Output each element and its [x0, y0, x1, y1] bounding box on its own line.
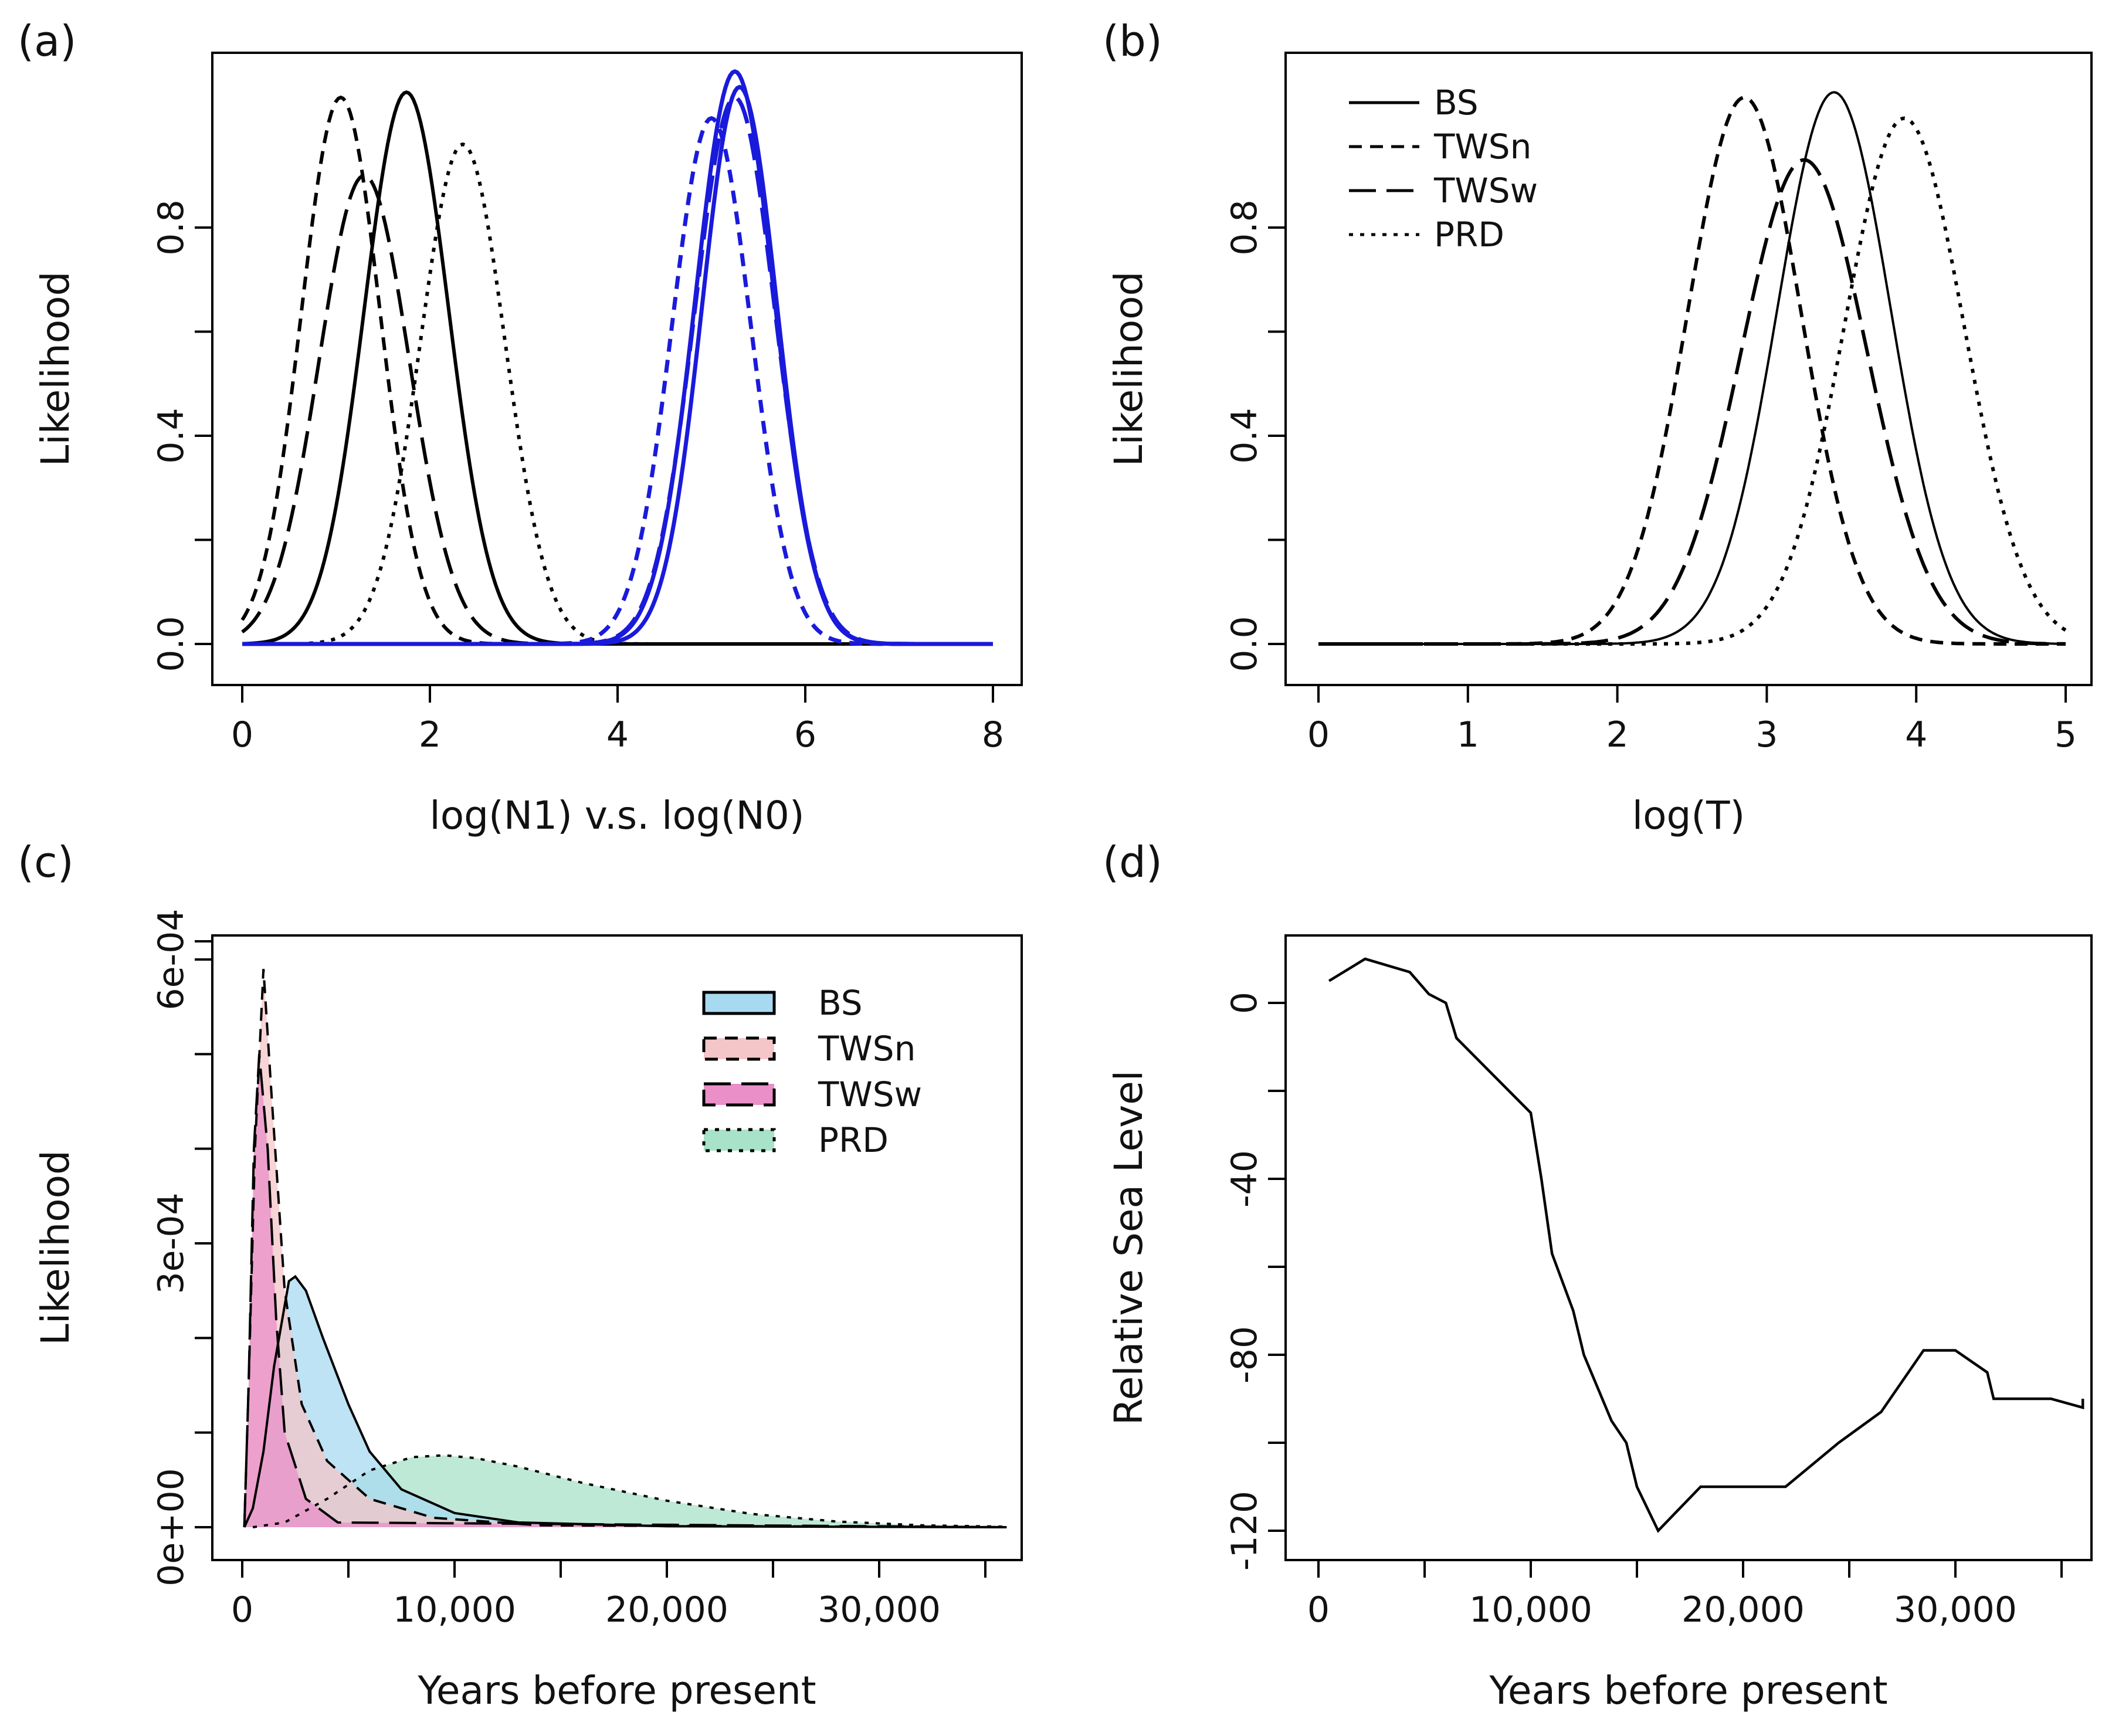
- x-tick-label: 10,000: [393, 1589, 516, 1630]
- line-twsn-n0: [242, 116, 993, 646]
- x-tick-label: 4: [1905, 714, 1927, 755]
- line-prd-n0: [242, 84, 993, 646]
- x-axis-label: Years before present: [417, 1668, 816, 1713]
- legend-label-twsw: TWSw: [1433, 171, 1538, 211]
- line-prd: [252, 1454, 1007, 1528]
- y-axis-label: Likelihood: [33, 272, 78, 467]
- line-bs: [243, 1274, 1007, 1528]
- panel-c: (c) 0 10,000 20,000 30,000 0e+00 3e-04 6e-04 Yea…: [18, 838, 1023, 1713]
- x-tick-label: 10,000: [1469, 1589, 1592, 1630]
- plot-area: [240, 69, 993, 646]
- legend-swatch-twsw: [702, 1082, 776, 1107]
- panel-tag: (c): [18, 838, 74, 887]
- x-tick-label: 30,000: [1894, 1589, 2017, 1630]
- legend-label-bs: BS: [818, 983, 863, 1023]
- plot-area: [1318, 91, 2067, 646]
- y-tick-label: 0.0: [1224, 616, 1265, 672]
- x-tick-label: 3: [1755, 714, 1778, 755]
- legend-label-twsn: TWSn: [1433, 127, 1531, 167]
- x-axis-label: log(T): [1632, 793, 1745, 838]
- legend-label-bs: BS: [1434, 83, 1479, 123]
- legend-swatch-twsn: [702, 1036, 776, 1061]
- plot-frame: [1284, 934, 2093, 1561]
- x-tick-label: 2: [419, 714, 441, 755]
- line-bs-n0: [242, 69, 993, 646]
- x-tick-label: 5: [2055, 714, 2077, 755]
- y-tick-label: -80: [1224, 1326, 1265, 1384]
- panel-b: (b) 0 1 2 3 4 5 0.0 0.4 0.8 log(T) Likelihood BSTWSn…: [1103, 16, 2093, 838]
- legend-swatch-prd: [702, 1128, 776, 1152]
- legend-label-prd: PRD: [1434, 215, 1504, 255]
- x-tick-label: 0: [1307, 714, 1330, 755]
- x-tick-label: 2: [1606, 714, 1629, 755]
- x-tick-label: 0: [1307, 1589, 1330, 1630]
- legend-label-twsw: TWSw: [818, 1074, 922, 1114]
- y-tick-label: 0e+00: [151, 1468, 192, 1586]
- y-tick-label: 0: [1224, 992, 1265, 1014]
- x-tick-label: 0: [231, 1589, 253, 1630]
- plot-area: [243, 968, 1007, 1528]
- plot-frame: [1284, 52, 2093, 686]
- x-tick-label: 4: [606, 714, 629, 755]
- y-tick-label: 0.4: [151, 408, 192, 463]
- line-twsw: [1318, 158, 2066, 646]
- legend-swatch-bs: [702, 991, 776, 1015]
- plot-frame: [211, 934, 1023, 1561]
- y-axis-label: Likelihood: [33, 1150, 78, 1345]
- panel-tag: (a): [18, 16, 76, 66]
- x-axis-label: log(N1) v.s. log(N0): [429, 793, 804, 838]
- panel-a: (a) 0 2 4 6 8 0.0 0.4 0.8 log(N1) v.s. log(N0) Lik…: [18, 16, 1023, 838]
- y-axis-label: Relative Sea Level: [1106, 1070, 1151, 1425]
- line-prd: [1318, 116, 2067, 646]
- plot-frame: [211, 52, 1023, 686]
- line-twsw-n1: [241, 174, 993, 646]
- y-tick-label: -40: [1224, 1150, 1265, 1208]
- plot-area: [1328, 957, 2084, 1533]
- x-axis-label: Years before present: [1489, 1668, 1887, 1713]
- y-tick-label: 6e-04: [151, 908, 192, 1010]
- x-tick-label: 0: [231, 714, 253, 755]
- x-tick-label: 6: [794, 714, 816, 755]
- legend-label-prd: PRD: [818, 1120, 889, 1160]
- x-tick-label: 20,000: [1682, 1589, 1805, 1630]
- y-axis-label: Likelihood: [1106, 272, 1151, 467]
- y-tick-label: -120: [1224, 1491, 1265, 1571]
- line-sea-level: [1328, 957, 2084, 1533]
- line-bs-n1: [242, 90, 993, 646]
- line-twsw: [243, 1054, 1007, 1528]
- y-tick-label: 3e-04: [151, 1192, 192, 1294]
- y-tick-label: 0.8: [1224, 199, 1265, 255]
- x-tick-label: 30,000: [818, 1589, 941, 1630]
- x-tick-label: 8: [982, 714, 1004, 755]
- legend-label-twsn: TWSn: [818, 1029, 916, 1069]
- panel-tag: (d): [1103, 838, 1162, 887]
- area-twsn: [244, 969, 1007, 1527]
- line-twsn: [1318, 96, 2066, 646]
- panel-tag: (b): [1103, 16, 1162, 66]
- y-tick-label: 0.4: [1224, 408, 1265, 463]
- panel-d: (d) 0 10,000 20,000 30,000 0 -40 -80 -120 Years b…: [1103, 838, 2093, 1713]
- x-tick-label: 1: [1457, 714, 1479, 755]
- y-tick-label: 0.0: [151, 616, 192, 672]
- y-tick-label: 0.8: [151, 199, 192, 255]
- line-bs: [1318, 91, 2066, 645]
- x-tick-label: 20,000: [605, 1589, 728, 1630]
